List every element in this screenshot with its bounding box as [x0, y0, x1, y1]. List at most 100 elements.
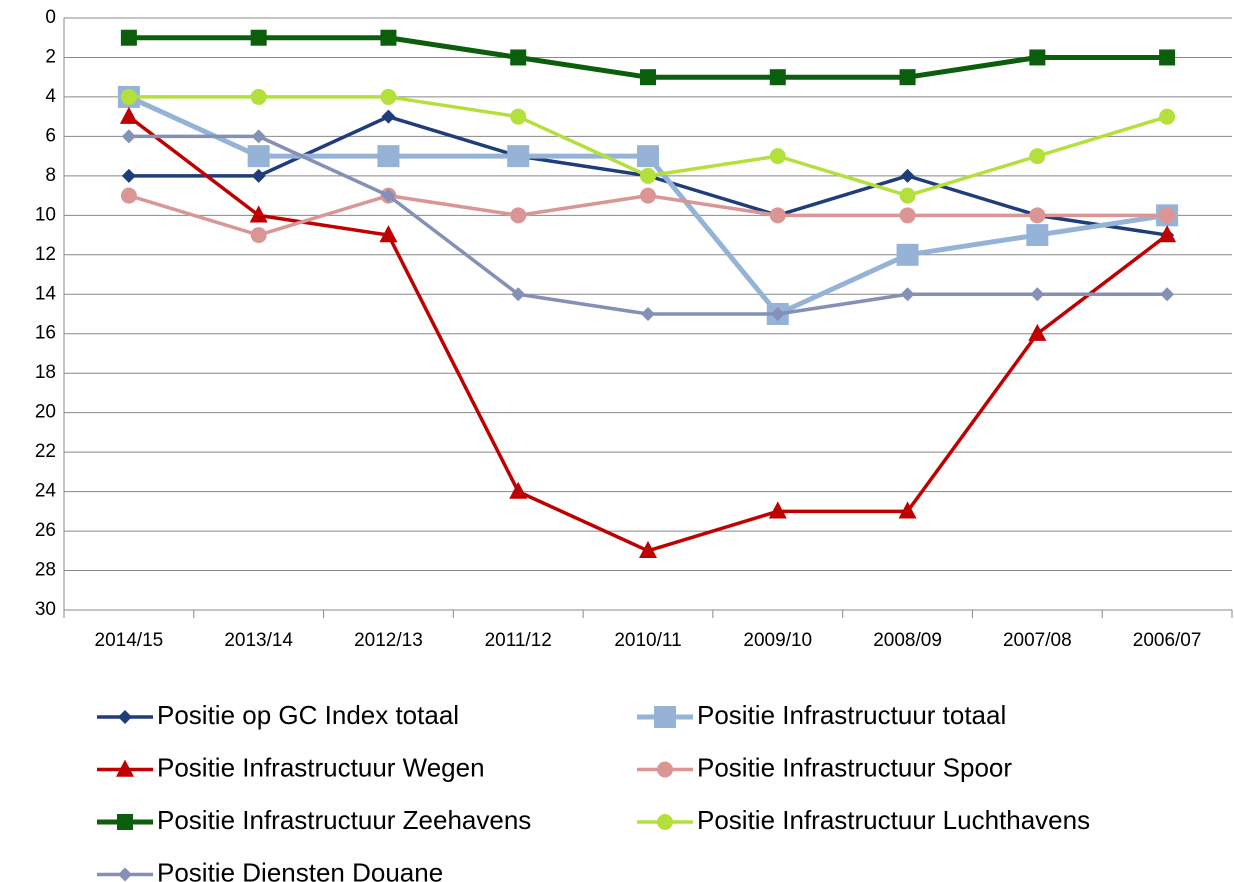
marker: [769, 207, 786, 224]
marker: [898, 501, 917, 519]
series: [121, 129, 1175, 321]
marker: [121, 129, 136, 144]
marker: [640, 187, 656, 204]
marker: [1159, 108, 1176, 125]
legend-item: Positie Diensten Douane: [97, 857, 443, 882]
marker: [120, 187, 137, 204]
x-tick-label: 2013/14: [224, 630, 293, 651]
marker: [510, 108, 527, 125]
marker: [899, 69, 916, 86]
marker: [1026, 224, 1049, 247]
marker: [510, 49, 527, 66]
y-tick-label: 24: [35, 481, 57, 502]
x-tick-label: 2014/15: [95, 630, 164, 651]
series: [120, 187, 1176, 244]
x-tick-label: 2006/07: [1133, 630, 1202, 651]
x-tick-label: 2007/08: [1003, 630, 1072, 651]
marker: [769, 148, 786, 165]
marker: [769, 69, 786, 86]
marker: [247, 145, 270, 168]
marker: [377, 145, 400, 168]
marker: [118, 710, 132, 724]
marker: [380, 88, 397, 105]
marker: [381, 109, 396, 124]
marker: [768, 501, 787, 519]
y-tick-label: 18: [35, 362, 56, 383]
y-tick-label: 4: [45, 86, 56, 107]
y-tick-label: 6: [45, 125, 56, 146]
legend-label: Positie Infrastructuur Luchthavens: [697, 805, 1090, 835]
marker: [116, 759, 134, 777]
line: [127, 94, 1168, 317]
y-tick-label: 14: [35, 283, 57, 304]
marker: [900, 287, 915, 302]
y-tick-label: 20: [35, 402, 56, 423]
legend-label: Positie Infrastructuur Zeehavens: [157, 805, 531, 835]
series: [117, 85, 1179, 325]
marker: [250, 29, 267, 46]
marker: [1159, 49, 1176, 66]
x-tick-label: 2009/10: [743, 630, 812, 651]
marker: [507, 145, 530, 168]
marker: [1030, 287, 1045, 302]
marker: [120, 88, 137, 105]
legend-item: Positie Infrastructuur Spoor: [637, 752, 1012, 782]
marker: [118, 867, 132, 882]
marker: [770, 307, 785, 321]
x-tick-label: 2010/11: [614, 630, 681, 651]
marker: [121, 168, 136, 183]
y-tick-label: 26: [35, 520, 56, 541]
legend-item: Positie Infrastructuur Luchthavens: [637, 805, 1090, 835]
legend-item: Positie op GC Index totaal: [97, 700, 459, 730]
marker: [1158, 225, 1177, 243]
y-tick-label: 0: [45, 7, 56, 28]
y-tick-label: 2: [45, 46, 56, 67]
marker: [1159, 207, 1176, 224]
x-tick-label: 2011/12: [485, 630, 552, 651]
y-tick-label: 12: [35, 244, 56, 265]
marker: [899, 207, 916, 224]
marker: [249, 205, 268, 223]
marker: [640, 167, 656, 184]
marker: [251, 129, 266, 144]
y-tick-label: 30: [35, 599, 56, 620]
marker: [250, 227, 267, 244]
marker: [640, 69, 656, 86]
x-tick-label: 2008/09: [873, 630, 942, 651]
marker: [641, 307, 655, 321]
legend-item: Positie Infrastructuur Zeehavens: [97, 805, 531, 835]
marker: [1029, 148, 1046, 165]
marker: [251, 168, 266, 183]
marker: [900, 168, 915, 183]
marker: [381, 188, 396, 203]
series: [120, 88, 1176, 204]
legend-label: Positie op GC Index totaal: [157, 700, 459, 730]
marker: [250, 88, 267, 105]
marker: [120, 29, 137, 46]
marker: [657, 814, 673, 830]
marker: [1029, 207, 1046, 224]
y-tick-label: 10: [35, 204, 56, 225]
marker: [657, 761, 673, 778]
marker: [654, 706, 676, 728]
marker: [509, 481, 528, 499]
marker: [117, 814, 133, 830]
marker: [1160, 287, 1175, 302]
y-tick-label: 8: [45, 165, 56, 186]
marker: [899, 187, 916, 204]
legend-item: Positie Infrastructuur totaal: [637, 700, 1006, 730]
marker: [639, 540, 657, 558]
marker: [1028, 323, 1047, 341]
legend-label: Positie Diensten Douane: [157, 857, 443, 882]
series: [120, 29, 1176, 86]
y-tick-label: 22: [35, 441, 56, 462]
marker: [119, 106, 138, 124]
marker: [1029, 49, 1046, 66]
legend-label: Positie Infrastructuur totaal: [697, 700, 1006, 730]
marker: [896, 243, 919, 266]
y-tick-label: 28: [35, 560, 56, 581]
legend-label: Positie Infrastructuur Wegen: [157, 752, 485, 782]
marker: [380, 29, 397, 46]
marker: [637, 145, 659, 168]
